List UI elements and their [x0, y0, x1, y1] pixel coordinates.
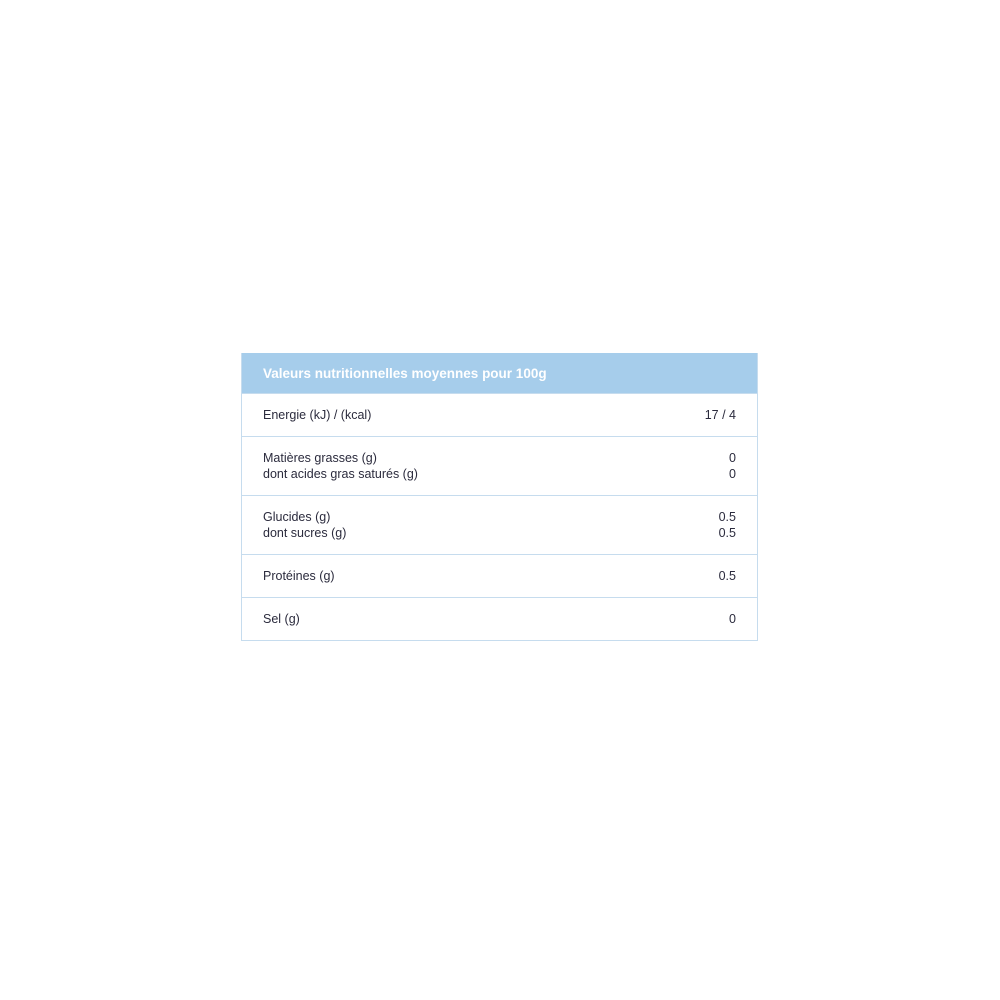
row-sublabel: dont acides gras saturés (g): [263, 467, 418, 481]
table-row-protein: Protéines (g) 0.5: [242, 554, 757, 597]
row-label: Glucides (g): [263, 510, 331, 524]
table-header: Valeurs nutritionnelles moyennes pour 10…: [242, 353, 757, 393]
row-subvalue: 0: [729, 467, 736, 481]
row-label: Matières grasses (g): [263, 451, 377, 465]
table-row-salt: Sel (g) 0: [242, 597, 757, 640]
row-label: Energie (kJ) / (kcal): [263, 408, 372, 422]
table-row-fat: Matières grasses (g) dont acides gras sat…: [242, 436, 757, 495]
row-sublabel: dont sucres (g): [263, 526, 347, 540]
row-value: 0.5: [718, 510, 736, 524]
row-value: 0: [729, 612, 736, 626]
row-value: 0: [729, 451, 736, 465]
row-label: Sel (g): [263, 612, 300, 626]
row-subvalue: 0.5: [718, 526, 736, 540]
table-row-carbs: Glucides (g) dont sucres (g) 0.5 0.5: [242, 495, 757, 554]
row-value: 0.5: [718, 569, 736, 583]
row-value: 17 / 4: [704, 408, 736, 422]
nutrition-table: Valeurs nutritionnelles moyennes pour 10…: [241, 353, 758, 641]
row-label: Protéines (g): [263, 569, 335, 583]
table-row-energy: Energie (kJ) / (kcal) 17 / 4: [242, 393, 757, 436]
